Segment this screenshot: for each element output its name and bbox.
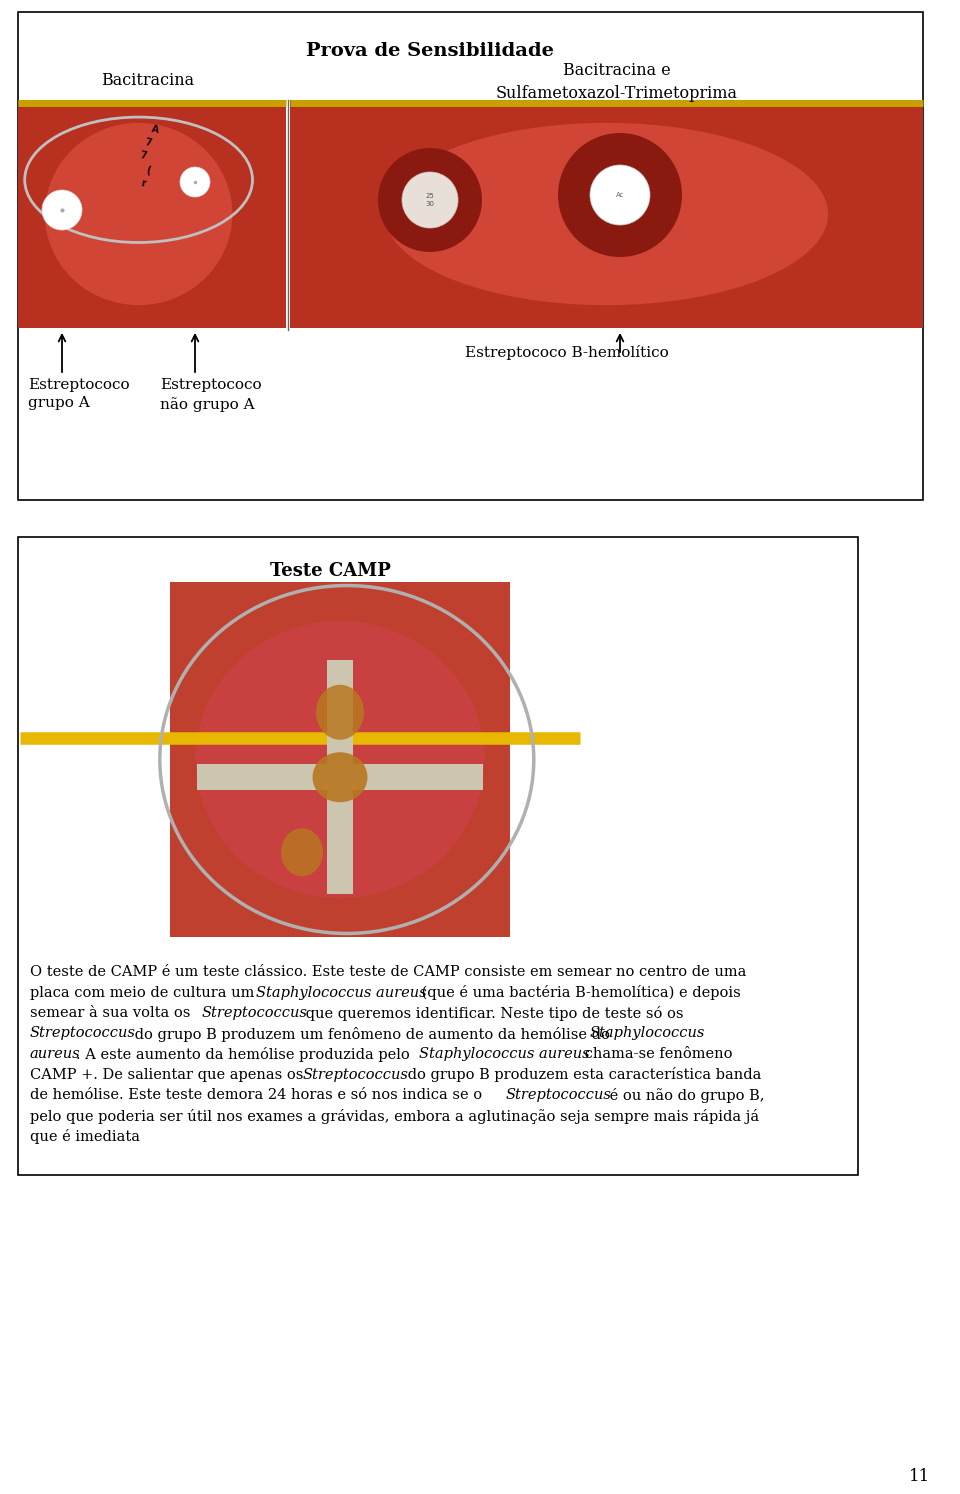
Ellipse shape xyxy=(385,123,828,305)
Text: Staphylococcus aureus: Staphylococcus aureus xyxy=(420,1047,589,1061)
Text: Estreptococo B-hemolítico: Estreptococo B-hemolítico xyxy=(465,345,669,360)
Ellipse shape xyxy=(316,684,364,740)
Text: (que é uma bactéria B-hemolítica) e depois: (que é uma bactéria B-hemolítica) e depo… xyxy=(417,986,741,1001)
Text: Estreptococo
grupo A: Estreptococo grupo A xyxy=(28,378,130,411)
Ellipse shape xyxy=(196,622,485,898)
Ellipse shape xyxy=(45,123,232,305)
Bar xyxy=(170,583,510,937)
Text: Staphylococcus aureus: Staphylococcus aureus xyxy=(256,986,427,999)
Circle shape xyxy=(42,190,82,230)
Text: pelo que poderia ser útil nos exames a grávidas, embora a aglutinação seja sempr: pelo que poderia ser útil nos exames a g… xyxy=(30,1109,759,1123)
Text: A: A xyxy=(151,124,159,136)
Text: Streptococcus: Streptococcus xyxy=(303,1068,409,1082)
Text: Prova de Sensibilidade: Prova de Sensibilidade xyxy=(306,42,554,60)
Text: é ou não do grupo B,: é ou não do grupo B, xyxy=(606,1088,765,1103)
Text: 25
30: 25 30 xyxy=(425,194,435,206)
Circle shape xyxy=(180,167,210,197)
Circle shape xyxy=(402,172,458,229)
Ellipse shape xyxy=(313,753,368,802)
Text: Streptococcus: Streptococcus xyxy=(30,1026,136,1040)
Bar xyxy=(18,12,923,500)
Text: 7: 7 xyxy=(139,151,147,161)
Text: (: ( xyxy=(145,164,151,175)
Text: que queremos identificar. Neste tipo de teste só os: que queremos identificar. Neste tipo de … xyxy=(301,1005,684,1020)
Bar xyxy=(197,765,483,790)
Text: chama-se fenômeno: chama-se fenômeno xyxy=(580,1047,732,1061)
Text: Staphylococcus: Staphylococcus xyxy=(589,1026,706,1040)
Circle shape xyxy=(590,164,650,226)
Text: Streptococcus: Streptococcus xyxy=(506,1088,612,1103)
Bar xyxy=(327,660,353,895)
Bar xyxy=(18,100,286,329)
Ellipse shape xyxy=(281,828,323,877)
Text: . A este aumento da hemólise produzida pelo: . A este aumento da hemólise produzida p… xyxy=(76,1047,415,1062)
Text: semear à sua volta os: semear à sua volta os xyxy=(30,1005,195,1020)
Text: placa com meio de cultura um: placa com meio de cultura um xyxy=(30,986,259,999)
Text: Ac: Ac xyxy=(615,193,624,199)
Text: Bacitracina e
Sulfametoxazol-Trimetoprima: Bacitracina e Sulfametoxazol-Trimetoprim… xyxy=(496,61,738,103)
Circle shape xyxy=(558,133,682,257)
Bar xyxy=(18,536,858,1174)
Text: que é imediata: que é imediata xyxy=(30,1129,140,1144)
Text: do grupo B produzem esta característica banda: do grupo B produzem esta característica … xyxy=(402,1068,761,1083)
Text: 11: 11 xyxy=(909,1469,930,1485)
Text: Streptococcus: Streptococcus xyxy=(202,1005,307,1020)
Text: 7: 7 xyxy=(144,137,153,148)
Circle shape xyxy=(378,148,482,252)
Text: Bacitracina: Bacitracina xyxy=(102,72,195,90)
Text: r: r xyxy=(140,178,146,188)
Text: Estreptococo
não grupo A: Estreptococo não grupo A xyxy=(160,378,262,412)
Text: CAMP +. De salientar que apenas os: CAMP +. De salientar que apenas os xyxy=(30,1068,308,1082)
Text: O teste de CAMP é um teste clássico. Este teste de CAMP consiste em semear no ce: O teste de CAMP é um teste clássico. Est… xyxy=(30,965,746,979)
Text: de hemólise. Este teste demora 24 horas e só nos indica se o: de hemólise. Este teste demora 24 horas … xyxy=(30,1088,487,1103)
Text: do grupo B produzem um fenômeno de aumento da hemólise do: do grupo B produzem um fenômeno de aumen… xyxy=(130,1026,614,1041)
Text: aureus: aureus xyxy=(30,1047,81,1061)
Bar xyxy=(290,100,923,329)
Text: Teste CAMP: Teste CAMP xyxy=(270,562,391,580)
